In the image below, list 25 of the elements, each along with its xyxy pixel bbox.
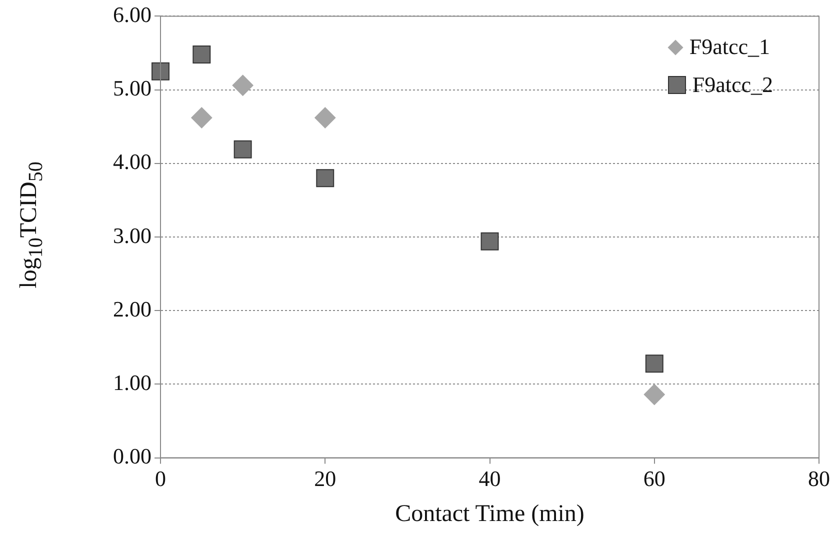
y-tick-label: 4.00 — [113, 149, 152, 174]
point — [480, 232, 499, 250]
point — [232, 74, 254, 96]
x-axis-title: Contact Time (min) — [395, 500, 584, 527]
x-tick-label: 40 — [478, 466, 501, 491]
x-tick-label: 60 — [643, 466, 666, 491]
point — [314, 107, 336, 128]
point — [644, 384, 665, 406]
legend-label: F9atcc_2 — [692, 71, 773, 99]
point — [152, 62, 170, 80]
point — [191, 107, 212, 128]
x-tick-label: 20 — [314, 466, 336, 491]
y-tick-label: 2.00 — [113, 296, 152, 322]
y-tick-label: 3.00 — [113, 222, 152, 248]
point — [192, 45, 211, 64]
legend-label: F9atcc_1 — [689, 33, 770, 61]
point — [316, 169, 334, 188]
y-tick-label: 1.00 — [113, 370, 152, 395]
x-tick-label: 0 — [155, 466, 166, 491]
y-tick-label: 6.00 — [113, 2, 152, 27]
point — [645, 354, 664, 373]
x-tick-label: 80 — [808, 466, 830, 491]
y-tick-label: 0.00 — [113, 444, 152, 469]
point — [234, 140, 252, 158]
y-tick-label: 5.00 — [113, 76, 152, 101]
